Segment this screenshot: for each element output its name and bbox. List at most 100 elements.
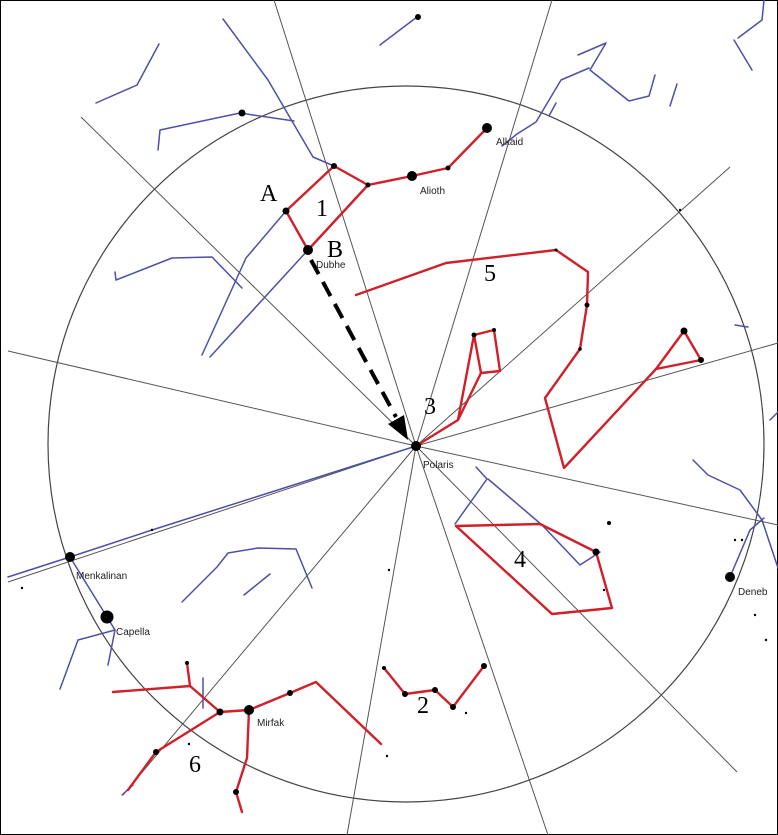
meridian-line	[415, 0, 553, 447]
constellation-big-dipper	[284, 126, 489, 252]
constellation-line	[222, 18, 335, 167]
meridian-line	[7, 445, 417, 583]
constellation-draco	[354, 248, 658, 470]
highlighted-constellations	[111, 126, 703, 814]
meridian-line	[346, 445, 417, 835]
constellation-line	[379, 16, 418, 46]
constellation-line	[501, 67, 590, 147]
star-dot	[187, 742, 191, 746]
star-dot	[740, 538, 744, 542]
constellation-line	[577, 42, 656, 102]
marker-3: 3	[424, 394, 436, 420]
markers: A 1 B 5 3 4 2 6	[189, 181, 526, 778]
constellation-line	[487, 478, 601, 566]
star-dot	[464, 711, 468, 715]
star-menkalinan	[65, 552, 75, 562]
constellation-line	[209, 249, 309, 358]
stars	[20, 14, 768, 795]
constellation-perseus-branch	[234, 708, 251, 814]
constellation-perseus-branch	[126, 710, 222, 792]
star-dot	[365, 182, 371, 188]
constellation-little-dipper	[414, 328, 502, 448]
star-dot	[331, 163, 337, 169]
dashed-arrow-line	[309, 259, 398, 418]
star-dot	[492, 328, 496, 332]
star-dot	[481, 663, 487, 669]
marker-1: 1	[316, 196, 328, 222]
label-menkalinan: Menkalinan	[76, 571, 127, 582]
star-dot	[387, 568, 391, 572]
star-dot	[764, 638, 768, 642]
constellation-little-dipper-link	[456, 371, 483, 422]
star-dot	[471, 332, 477, 338]
meridian-line	[415, 445, 778, 526]
constellation-line	[737, 0, 765, 39]
marker-4: 4	[514, 547, 526, 573]
constellation-line	[114, 256, 243, 289]
label-deneb: Deneb	[738, 587, 768, 598]
constellation-line	[729, 517, 765, 578]
star-dot	[678, 208, 682, 212]
label-alkaid: Alkaid	[496, 137, 523, 148]
star-dot	[216, 708, 224, 716]
meridian-line	[80, 116, 417, 447]
constellation-line	[95, 43, 160, 104]
marker-2: 2	[417, 693, 429, 719]
star-dot	[20, 586, 24, 590]
constellation-line	[59, 629, 116, 690]
star-polaris	[411, 441, 421, 451]
meridian-line	[415, 342, 778, 447]
constellation-line	[669, 83, 678, 107]
constellation-line	[734, 324, 749, 328]
star-alioth	[407, 171, 417, 181]
constellation-line	[7, 445, 417, 578]
star-dot	[584, 302, 590, 308]
star-dot	[385, 754, 389, 758]
meridian-line	[415, 166, 731, 447]
star-dot	[432, 687, 438, 693]
label-capella: Capella	[116, 627, 150, 638]
star-dot	[733, 538, 737, 542]
constellation-draco-head	[654, 329, 703, 371]
star-dot	[450, 704, 456, 710]
star-a-point	[282, 207, 290, 215]
star-dot	[698, 357, 704, 363]
star-dot	[233, 789, 239, 795]
star-dot	[592, 548, 600, 556]
star-dot	[153, 749, 159, 755]
star-alkaid	[482, 123, 492, 133]
arrowhead-icon	[388, 415, 408, 440]
label-dubhe: Dubhe	[316, 260, 346, 271]
constellation-line	[157, 112, 295, 151]
pointer-arrow	[309, 259, 408, 440]
star-dot	[753, 613, 757, 617]
star-dot	[402, 691, 408, 697]
constellation-line	[201, 210, 287, 356]
constellation-line	[769, 411, 778, 421]
star-dot	[185, 661, 189, 665]
constellation-line	[181, 547, 313, 603]
constellation-cepheus	[454, 522, 614, 616]
constellation-cassiopeia	[382, 664, 486, 709]
constellation-line	[454, 466, 488, 525]
star-labels: Alkaid Alioth Dubhe Polaris Menkalinan C…	[76, 137, 768, 729]
meridian-line	[273, 0, 417, 447]
star-dot	[445, 165, 451, 171]
label-mirfak: Mirfak	[257, 718, 285, 729]
meridian-line	[122, 445, 417, 796]
star-dot	[382, 666, 386, 670]
meridian-line	[7, 350, 417, 447]
star-dot	[238, 109, 246, 117]
star-dot	[150, 528, 154, 532]
constellation-line	[69, 556, 116, 666]
constellation-line	[733, 39, 753, 71]
meridian-line	[415, 445, 738, 773]
label-alioth: Alioth	[420, 186, 445, 197]
marker-a: A	[260, 181, 278, 207]
constellation-line	[243, 573, 271, 596]
marker-5: 5	[484, 261, 496, 287]
star-dot	[415, 14, 421, 20]
star-deneb	[725, 572, 735, 582]
